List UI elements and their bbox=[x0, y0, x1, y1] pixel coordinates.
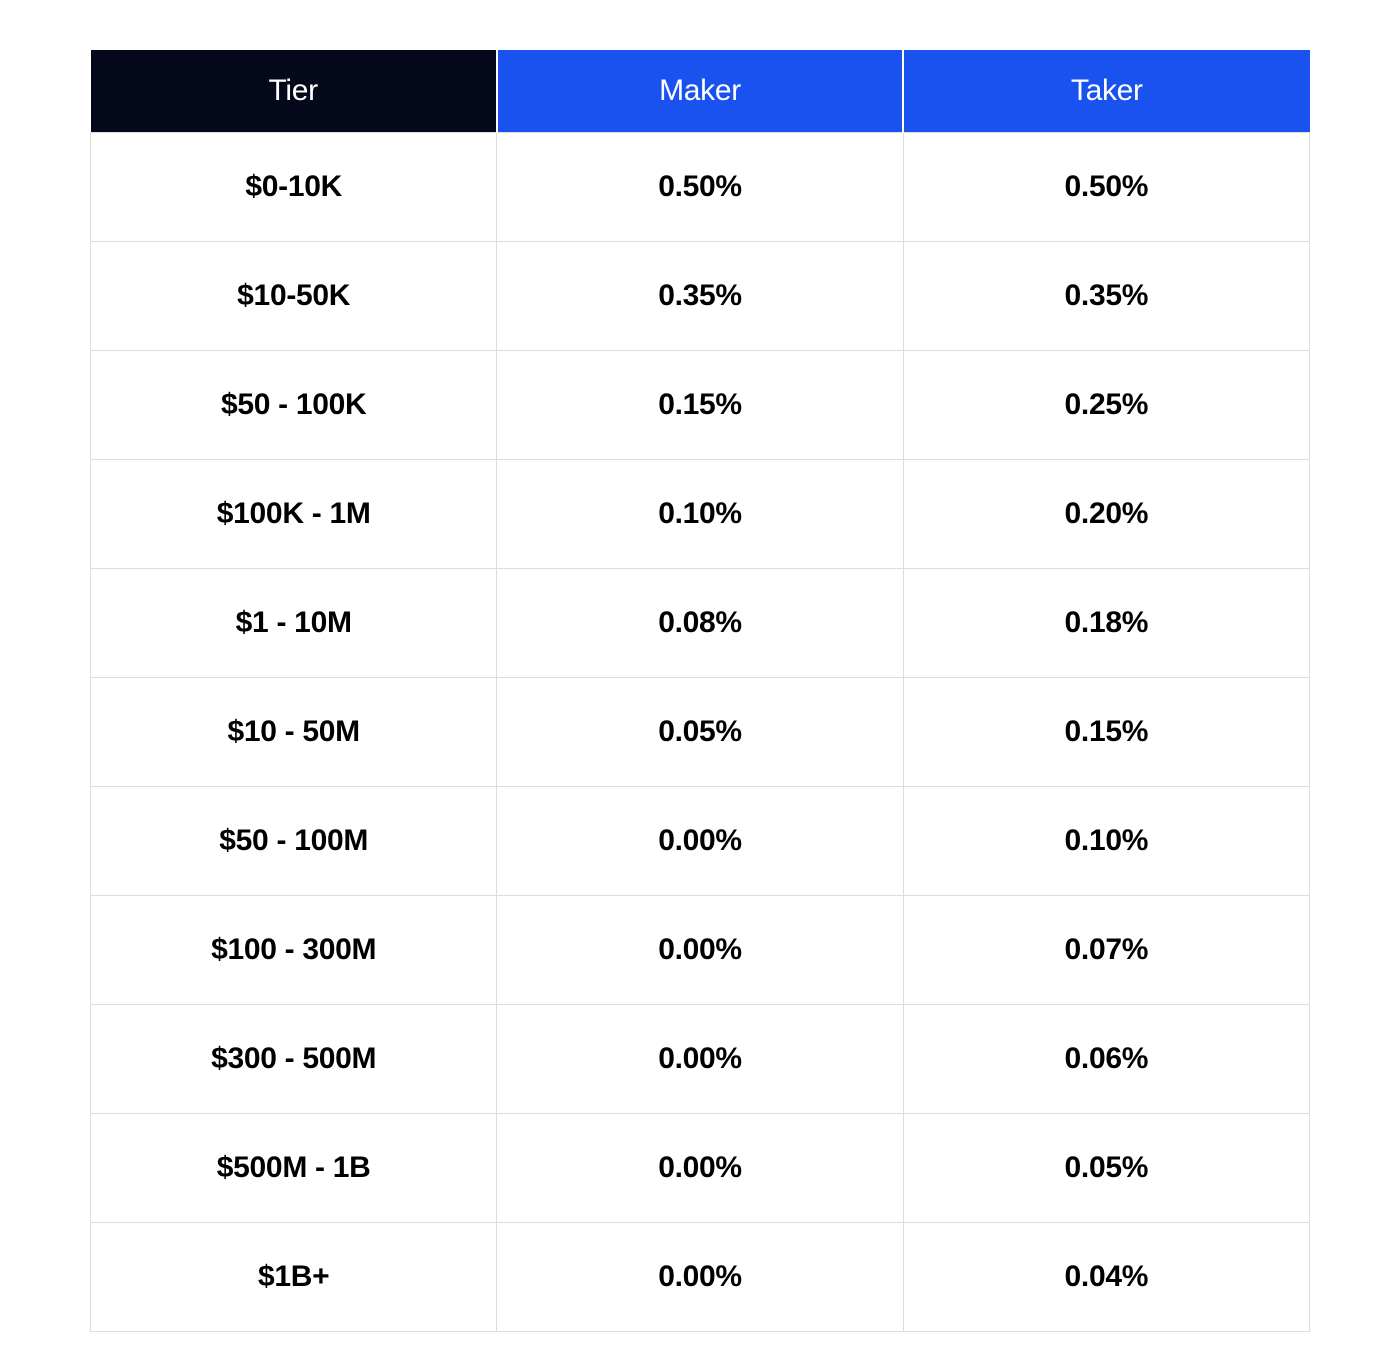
table-row: $10 - 50M0.05%0.15% bbox=[91, 678, 1310, 787]
cell-maker: 0.00% bbox=[497, 787, 903, 896]
table-row: $10-50K0.35%0.35% bbox=[91, 242, 1310, 351]
fee-table-header: Tier Maker Taker bbox=[91, 50, 1310, 133]
cell-maker: 0.00% bbox=[497, 1114, 903, 1223]
cell-maker: 0.00% bbox=[497, 1005, 903, 1114]
cell-taker: 0.20% bbox=[903, 460, 1309, 569]
cell-maker: 0.05% bbox=[497, 678, 903, 787]
cell-taker: 0.04% bbox=[903, 1223, 1309, 1332]
cell-maker: 0.35% bbox=[497, 242, 903, 351]
cell-tier: $100K - 1M bbox=[91, 460, 497, 569]
cell-tier: $500M - 1B bbox=[91, 1114, 497, 1223]
cell-taker: 0.06% bbox=[903, 1005, 1309, 1114]
cell-tier: $10 - 50M bbox=[91, 678, 497, 787]
cell-maker: 0.00% bbox=[497, 896, 903, 1005]
cell-tier: $50 - 100K bbox=[91, 351, 497, 460]
cell-tier: $1 - 10M bbox=[91, 569, 497, 678]
cell-taker: 0.10% bbox=[903, 787, 1309, 896]
table-row: $300 - 500M0.00%0.06% bbox=[91, 1005, 1310, 1114]
cell-taker: 0.18% bbox=[903, 569, 1309, 678]
cell-maker: 0.08% bbox=[497, 569, 903, 678]
table-row: $1B+0.00%0.04% bbox=[91, 1223, 1310, 1332]
table-row: $500M - 1B0.00%0.05% bbox=[91, 1114, 1310, 1223]
table-row: $100 - 300M0.00%0.07% bbox=[91, 896, 1310, 1005]
cell-maker: 0.15% bbox=[497, 351, 903, 460]
cell-taker: 0.05% bbox=[903, 1114, 1309, 1223]
cell-maker: 0.50% bbox=[497, 133, 903, 242]
cell-taker: 0.50% bbox=[903, 133, 1309, 242]
table-row: $100K - 1M0.10%0.20% bbox=[91, 460, 1310, 569]
cell-tier: $300 - 500M bbox=[91, 1005, 497, 1114]
cell-maker: 0.00% bbox=[497, 1223, 903, 1332]
cell-taker: 0.15% bbox=[903, 678, 1309, 787]
col-header-maker: Maker bbox=[497, 50, 903, 133]
table-row: $50 - 100M0.00%0.10% bbox=[91, 787, 1310, 896]
table-row: $50 - 100K0.15%0.25% bbox=[91, 351, 1310, 460]
fee-table-body: $0-10K0.50%0.50%$10-50K0.35%0.35%$50 - 1… bbox=[91, 133, 1310, 1332]
col-header-taker: Taker bbox=[903, 50, 1309, 133]
cell-taker: 0.25% bbox=[903, 351, 1309, 460]
cell-taker: 0.07% bbox=[903, 896, 1309, 1005]
fee-table-header-row: Tier Maker Taker bbox=[91, 50, 1310, 133]
cell-tier: $1B+ bbox=[91, 1223, 497, 1332]
table-row: $0-10K0.50%0.50% bbox=[91, 133, 1310, 242]
col-header-tier: Tier bbox=[91, 50, 497, 133]
cell-tier: $0-10K bbox=[91, 133, 497, 242]
cell-tier: $10-50K bbox=[91, 242, 497, 351]
cell-maker: 0.10% bbox=[497, 460, 903, 569]
cell-tier: $100 - 300M bbox=[91, 896, 497, 1005]
page-container: Tier Maker Taker $0-10K0.50%0.50%$10-50K… bbox=[0, 0, 1400, 1351]
cell-tier: $50 - 100M bbox=[91, 787, 497, 896]
table-row: $1 - 10M0.08%0.18% bbox=[91, 569, 1310, 678]
fee-table: Tier Maker Taker $0-10K0.50%0.50%$10-50K… bbox=[90, 50, 1310, 1332]
cell-taker: 0.35% bbox=[903, 242, 1309, 351]
